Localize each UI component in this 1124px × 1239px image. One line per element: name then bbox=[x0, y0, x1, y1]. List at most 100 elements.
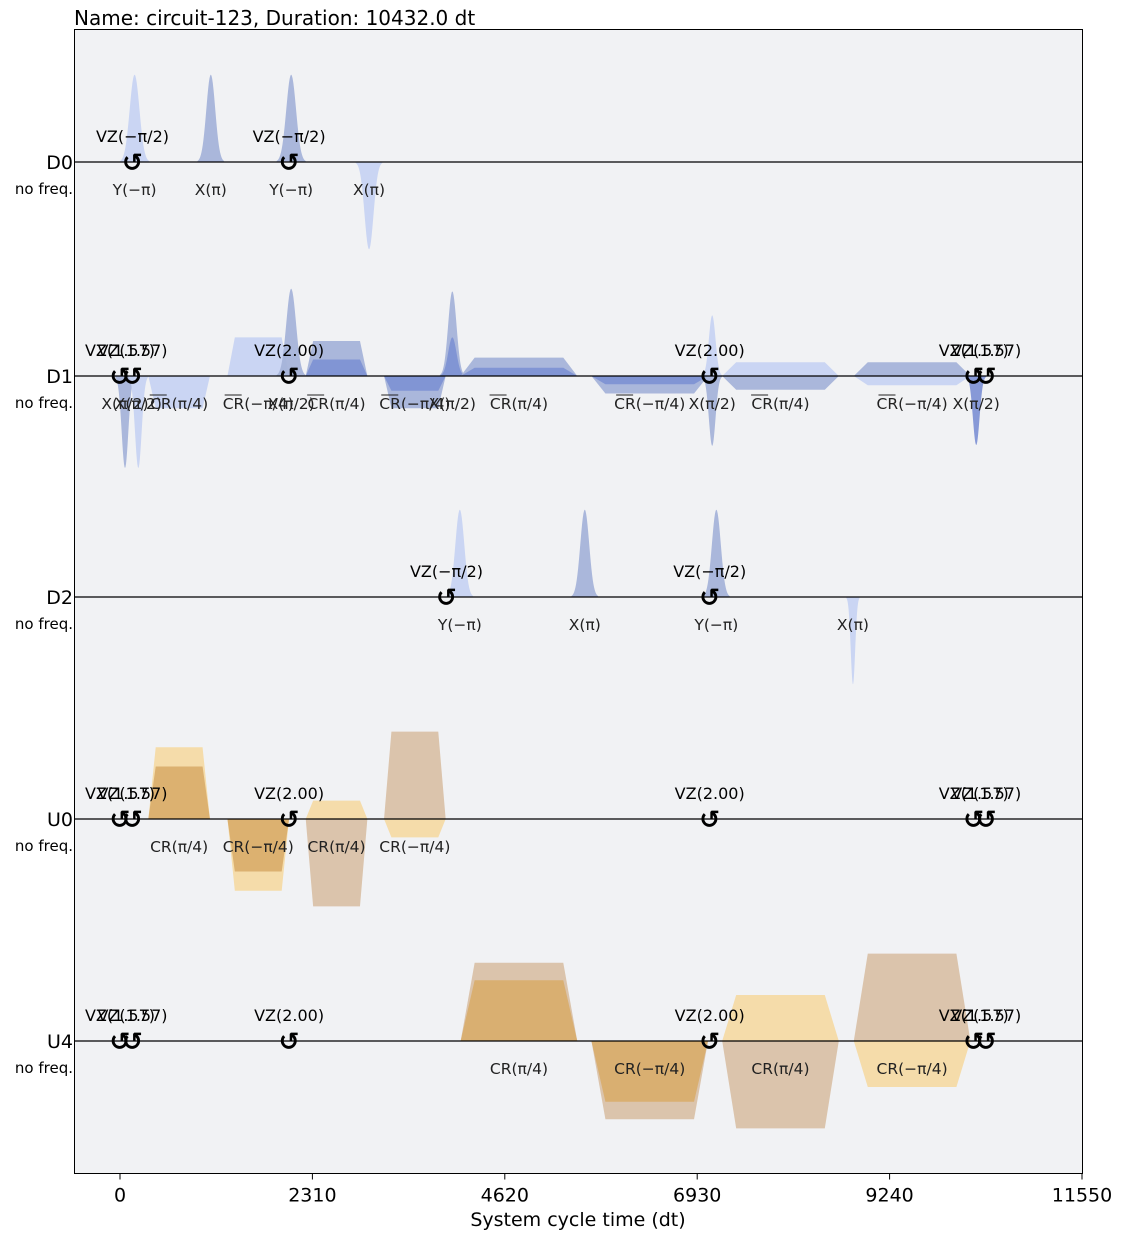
d-pulse-d1-4 bbox=[276, 288, 306, 376]
vz-symbol-u0-0: ↺ bbox=[110, 805, 131, 834]
x-tick-label-3: 6930 bbox=[673, 1185, 721, 1207]
vz-label-u4-2: VZ(2.00) bbox=[254, 1006, 324, 1025]
pulse-label-d1-13: CR(−π/4) bbox=[614, 395, 685, 413]
channel-freq-u0: no freq. bbox=[15, 837, 73, 855]
vz-symbol-u4-2: ↺ bbox=[279, 1027, 300, 1056]
pulse-label-d1-0: X(π/2) bbox=[101, 395, 148, 413]
d-pulse-d0-0 bbox=[120, 74, 150, 162]
u-pulse-u4-3 bbox=[591, 1041, 709, 1102]
x-tick-label-1: 2310 bbox=[288, 1185, 336, 1207]
vz-symbol-d1-5: ↺ bbox=[976, 362, 997, 391]
vz-symbol-d1-0: ↺ bbox=[110, 362, 131, 391]
d-pulse-d1-21 bbox=[966, 376, 987, 445]
pulse-label-d0-3: X(π) bbox=[353, 181, 385, 199]
pulse-label-d1-1: X(π/2) bbox=[115, 395, 162, 413]
pulse-label-d1-4: X(π/2) bbox=[268, 395, 315, 413]
d-pulse-d1-16 bbox=[702, 376, 723, 446]
vz-label-d2-0: VZ(−π/2) bbox=[410, 562, 483, 581]
d-pulse-d0-1 bbox=[197, 74, 225, 162]
u-pulse-u0-3 bbox=[227, 819, 290, 872]
pulse-label-d1-17: CR(π/4) bbox=[751, 395, 809, 413]
vz-label-u0-0: VZ(1.57) bbox=[85, 784, 155, 803]
pulse-label-d1-21: X(π/2) bbox=[953, 395, 1000, 413]
d-pulse-d2-0 bbox=[446, 509, 474, 597]
u-pulse-u4-4 bbox=[722, 995, 839, 1041]
pulse-label-d1-15: X(π/2) bbox=[689, 395, 736, 413]
vz-symbol-d2-1: ↺ bbox=[699, 583, 720, 612]
u-pulse-u0-1 bbox=[148, 766, 210, 819]
d-pulse-d1-9 bbox=[439, 291, 465, 376]
vz-label-d1-5: VZ(1.57) bbox=[951, 341, 1021, 360]
vz-label-u0-1: VZ(1.57) bbox=[97, 784, 167, 803]
vz-label-d1-1: VZ(1.57) bbox=[97, 341, 167, 360]
x-tick-label-4: 9240 bbox=[865, 1185, 913, 1207]
vz-label-u0-3: VZ(2.00) bbox=[675, 784, 745, 803]
vz-symbol-u4-3: ↺ bbox=[699, 1027, 720, 1056]
pulse-label-u0-2: CR(−π/4) bbox=[223, 838, 294, 856]
vz-label-u4-0: VZ(1.57) bbox=[85, 1006, 155, 1025]
vz-label-u4-5: VZ(1.57) bbox=[951, 1006, 1021, 1025]
vz-symbol-u0-4: ↺ bbox=[963, 805, 984, 834]
d-pulse-d1-3 bbox=[227, 337, 290, 376]
d-pulse-d1-19 bbox=[853, 362, 971, 376]
pulse-label-d1-7: CR(−π/4) bbox=[379, 395, 450, 413]
vz-label-u4-4: VZ(1.57) bbox=[939, 1006, 1009, 1025]
d-pulse-d1-1 bbox=[128, 376, 149, 468]
channel-label-d0: D0 bbox=[46, 152, 73, 174]
pulse-label-d0-2: Y(−π) bbox=[268, 181, 313, 199]
pulse-label-d2-3: X(π) bbox=[837, 616, 869, 634]
vz-symbol-u0-3: ↺ bbox=[699, 805, 720, 834]
d-pulse-d1-12 bbox=[460, 367, 578, 376]
vz-label-d1-3: VZ(2.00) bbox=[675, 341, 745, 360]
channel-label-u4: U4 bbox=[47, 1031, 73, 1053]
pulse-label-d0-0: Y(−π) bbox=[112, 181, 157, 199]
d-pulse-d1-0 bbox=[115, 376, 135, 468]
vz-label-d1-0: VZ(1.57) bbox=[85, 341, 155, 360]
channel-freq-d1: no freq. bbox=[15, 394, 73, 412]
pulse-label-u4-0: CR(π/4) bbox=[490, 1060, 548, 1078]
vz-label-u4-3: VZ(2.00) bbox=[675, 1006, 745, 1025]
pulse-label-d1-5: CR(π/4) bbox=[307, 395, 365, 413]
vz-symbol-u4-4: ↺ bbox=[963, 1027, 984, 1056]
u-pulse-u0-4 bbox=[305, 800, 368, 819]
channel-freq-u4: no freq. bbox=[15, 1059, 73, 1077]
vz-symbol-d1-4: ↺ bbox=[963, 362, 984, 391]
pulse-label-u4-4: CR(π/4) bbox=[751, 1060, 809, 1078]
vz-symbol-u0-1: ↺ bbox=[122, 805, 143, 834]
u-pulse-u4-6 bbox=[853, 953, 971, 1041]
pulse-label-d2-2: Y(−π) bbox=[693, 616, 738, 634]
d-pulse-d2-3 bbox=[846, 597, 860, 685]
pulse-label-d1-9: X(π/2) bbox=[429, 395, 476, 413]
d-pulse-d1-2 bbox=[148, 376, 210, 409]
vz-layer: ↺ VZ(−π/2) ↺ VZ(−π/2) ↺ VZ(1.57) ↺ VZ(1.57) ↺ VZ(… bbox=[85, 127, 1021, 1056]
u-pulse-u0-5 bbox=[305, 819, 368, 907]
pulse-label-d1-11: CR(π/4) bbox=[490, 395, 548, 413]
vz-label-d2-1: VZ(−π/2) bbox=[673, 562, 746, 581]
d-pulse-d2-2 bbox=[703, 509, 730, 597]
vz-symbol-u0-2: ↺ bbox=[279, 805, 300, 834]
vz-symbol-d0-0: ↺ bbox=[122, 148, 143, 177]
u-pulse-u0-6 bbox=[384, 731, 446, 819]
pulse-label-u4-2: CR(−π/4) bbox=[614, 1060, 685, 1078]
d-pulse-d0-3 bbox=[355, 162, 383, 250]
d-pulse-d1-17 bbox=[722, 362, 839, 376]
pulse-label-d2-1: X(π) bbox=[569, 616, 601, 634]
channel-label-u0: U0 bbox=[47, 809, 73, 831]
vz-symbol-u4-1: ↺ bbox=[122, 1027, 143, 1056]
d-pulse-d1-18 bbox=[722, 376, 839, 390]
d-pulse-d1-15 bbox=[702, 315, 723, 376]
pulse-label-d1-19: CR(−π/4) bbox=[877, 395, 948, 413]
vz-symbol-d1-2: ↺ bbox=[279, 362, 300, 391]
d-pulse-d1-6 bbox=[305, 359, 368, 376]
d-pulse-d1-10 bbox=[439, 337, 465, 376]
vz-label-u0-4: VZ(1.57) bbox=[939, 784, 1009, 803]
vz-symbol-u0-5: ↺ bbox=[976, 805, 997, 834]
channel-freq-d2: no freq. bbox=[15, 615, 73, 633]
vz-label-d1-2: VZ(2.00) bbox=[254, 341, 324, 360]
pulse-label-u0-4: CR(π/4) bbox=[307, 838, 365, 856]
vz-label-d0-0: VZ(−π/2) bbox=[96, 127, 169, 146]
vz-symbol-u4-0: ↺ bbox=[110, 1027, 131, 1056]
pulse-label-u4-6: CR(−π/4) bbox=[877, 1060, 948, 1078]
d-pulse-d1-20 bbox=[853, 376, 971, 386]
